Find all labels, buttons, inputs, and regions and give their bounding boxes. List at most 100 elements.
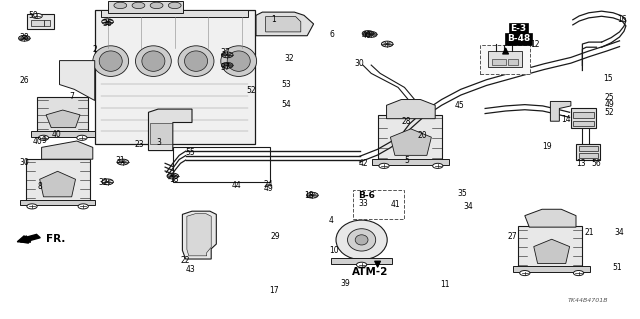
Text: 40: 40 (51, 130, 61, 139)
Text: 22: 22 (181, 256, 190, 265)
Text: 42: 42 (358, 159, 369, 168)
Text: 37: 37 (220, 63, 230, 72)
Polygon shape (550, 101, 571, 121)
Text: 18: 18 (304, 191, 313, 200)
Ellipse shape (184, 51, 207, 71)
Ellipse shape (27, 204, 37, 209)
Polygon shape (378, 115, 442, 161)
Ellipse shape (356, 262, 367, 267)
Text: 34: 34 (463, 202, 474, 211)
Polygon shape (518, 226, 582, 268)
Polygon shape (42, 141, 93, 159)
Ellipse shape (379, 163, 389, 168)
Text: TK44B4701B: TK44B4701B (567, 298, 608, 303)
Text: 11: 11 (440, 280, 449, 289)
Polygon shape (525, 209, 576, 227)
Text: 28: 28 (401, 117, 410, 126)
Text: 35: 35 (457, 189, 467, 198)
Text: 4: 4 (329, 216, 334, 225)
Text: 3: 3 (156, 138, 161, 147)
Polygon shape (534, 239, 570, 263)
Ellipse shape (142, 51, 165, 71)
Bar (573, 121, 594, 126)
Bar (173, 147, 270, 182)
Bar (44, 20, 50, 26)
Text: ATM-2: ATM-2 (352, 267, 388, 277)
Text: 20: 20 (417, 131, 428, 140)
Bar (372, 159, 449, 165)
Ellipse shape (93, 46, 129, 77)
Text: 13: 13 (576, 159, 586, 168)
Ellipse shape (348, 229, 376, 251)
Text: 36: 36 (102, 19, 113, 28)
Text: 19: 19 (541, 142, 552, 151)
Text: E-3: E-3 (510, 24, 527, 33)
Ellipse shape (433, 163, 443, 168)
Text: 49: 49 (604, 100, 614, 109)
Text: 33: 33 (358, 199, 369, 208)
Text: 51: 51 (612, 263, 623, 272)
Text: 12: 12 (531, 40, 540, 48)
Ellipse shape (32, 13, 42, 19)
Ellipse shape (136, 46, 172, 77)
Ellipse shape (77, 135, 87, 140)
Text: 44: 44 (232, 181, 242, 190)
Text: 16: 16 (617, 15, 627, 24)
Text: 41: 41 (390, 200, 401, 209)
Bar (488, 51, 522, 67)
Text: 52: 52 (246, 86, 256, 95)
Text: 34: 34 (614, 228, 625, 237)
Bar (571, 108, 596, 128)
Bar (576, 144, 600, 160)
Polygon shape (60, 61, 95, 100)
Text: 40: 40 (361, 31, 371, 40)
Text: 32: 32 (99, 178, 109, 187)
Ellipse shape (168, 2, 181, 9)
Polygon shape (26, 159, 90, 202)
Text: 54: 54 (282, 100, 292, 109)
Polygon shape (390, 129, 431, 155)
Ellipse shape (573, 271, 584, 276)
Polygon shape (187, 214, 211, 256)
Text: 26: 26 (19, 76, 29, 85)
Text: 6: 6 (329, 30, 334, 39)
Polygon shape (266, 17, 301, 32)
Ellipse shape (38, 135, 49, 140)
Polygon shape (37, 97, 88, 132)
Text: 38: 38 (19, 33, 29, 42)
Text: 37: 37 (220, 48, 230, 57)
Polygon shape (256, 12, 314, 36)
Text: FR.: FR. (46, 234, 65, 244)
Text: 39: 39 (340, 279, 351, 288)
Ellipse shape (520, 271, 530, 276)
Bar (31, 20, 44, 26)
Text: B-48: B-48 (507, 34, 530, 43)
Text: 29: 29 (270, 232, 280, 241)
Text: 10: 10 (329, 246, 339, 255)
Polygon shape (387, 100, 435, 119)
Text: 8: 8 (37, 182, 42, 191)
Ellipse shape (78, 204, 88, 209)
Text: 40: 40 (32, 137, 42, 146)
Bar (480, 45, 530, 74)
Bar (513, 266, 590, 272)
Ellipse shape (178, 46, 214, 77)
Text: 56: 56 (591, 159, 602, 168)
Bar (20, 200, 95, 205)
Text: 25: 25 (604, 93, 614, 102)
Polygon shape (40, 171, 76, 197)
Text: 49: 49 (264, 184, 274, 193)
Bar (331, 258, 392, 264)
Bar (95, 10, 255, 144)
Text: 23: 23 (134, 140, 145, 149)
Text: 5: 5 (404, 156, 410, 165)
Polygon shape (101, 10, 248, 17)
Bar (27, 14, 54, 29)
Bar (579, 146, 598, 151)
Text: 9: 9 (41, 136, 46, 145)
Polygon shape (108, 1, 183, 13)
Text: 24: 24 (264, 180, 274, 189)
Ellipse shape (150, 2, 163, 9)
Text: 2: 2 (92, 45, 97, 54)
Text: 17: 17 (269, 286, 279, 295)
